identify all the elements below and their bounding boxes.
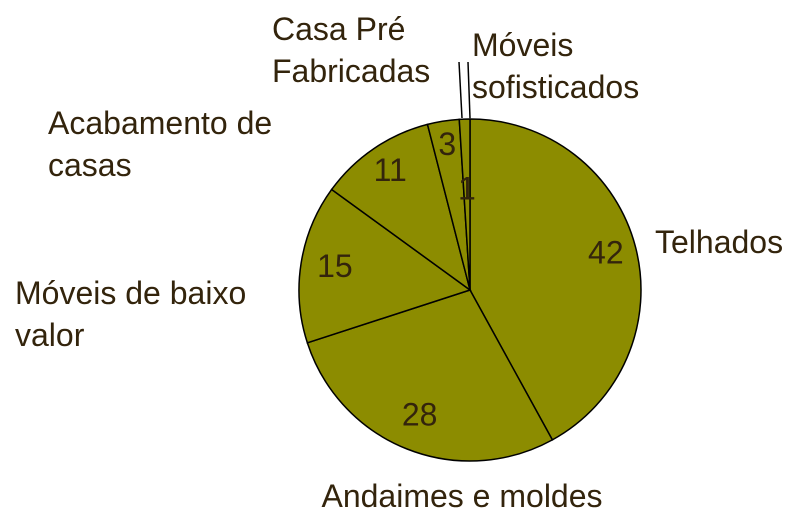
slice-label: Acabamento de casas [48, 105, 273, 183]
value-label: 11 [374, 152, 407, 188]
pie-slice [298, 188, 472, 344]
slice-label: Casa Pré Fabricadas [272, 11, 431, 89]
value-label: 3 [438, 126, 456, 162]
value-label: 15 [317, 248, 353, 284]
leader-line [467, 61, 471, 119]
pie-slice [469, 118, 642, 441]
value-label: 1 [458, 170, 476, 206]
slice-label: Móveis de baixo valor [15, 275, 247, 353]
slice-label: Móveis sofisticados [472, 27, 640, 105]
slice-label: Andaimes e moldes [321, 478, 603, 514]
pie-slice [330, 123, 472, 292]
pie-slice [306, 289, 554, 462]
leader-line [458, 61, 463, 119]
value-label: 28 [402, 397, 438, 433]
value-label: 42 [588, 235, 624, 271]
slice-label: Telhados [655, 224, 784, 260]
pie-slice [458, 118, 471, 291]
